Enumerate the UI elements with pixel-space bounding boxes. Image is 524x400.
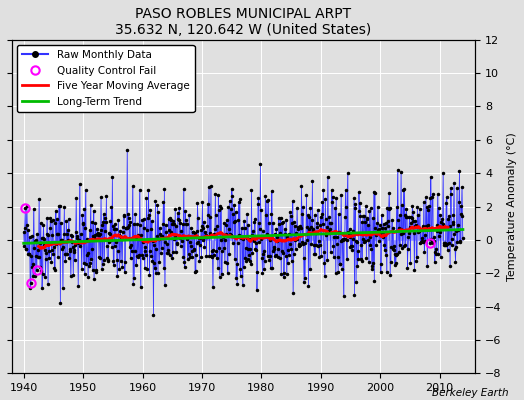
Text: Berkeley Earth: Berkeley Earth — [432, 388, 508, 398]
Legend: Raw Monthly Data, Quality Control Fail, Five Year Moving Average, Long-Term Tren: Raw Monthly Data, Quality Control Fail, … — [17, 45, 194, 112]
Title: PASO ROBLES MUNICIPAL ARPT
35.632 N, 120.642 W (United States): PASO ROBLES MUNICIPAL ARPT 35.632 N, 120… — [115, 7, 372, 37]
Y-axis label: Temperature Anomaly (°C): Temperature Anomaly (°C) — [507, 132, 517, 281]
